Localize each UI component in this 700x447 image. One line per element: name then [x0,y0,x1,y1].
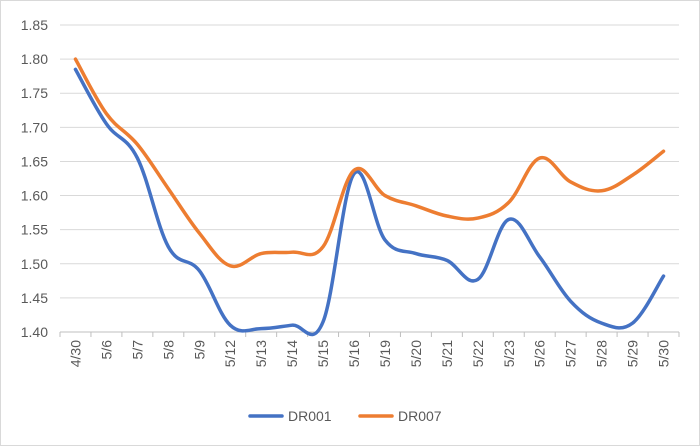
series-line-dr001 [73,67,666,337]
x-tick-label: 5/22 [470,340,486,367]
y-tick-label: 1.75 [21,85,48,101]
x-tick-label: 5/8 [160,340,176,360]
y-tick-label: 1.60 [21,188,48,204]
x-tick-label: 5/29 [625,340,641,367]
gridlines [60,24,679,299]
y-tick-label: 1.70 [21,119,48,135]
x-tick-label: 4/30 [67,340,83,367]
x-axis-ticks: 4/30 5/6 5/7 5/8 5/9 5/12 5/13 5/14 5/15 5/16 5/19… [67,340,671,367]
x-tick-label: 5/30 [656,340,672,367]
x-tick-label: 5/21 [439,340,455,367]
x-tick-label: 5/19 [377,340,393,367]
x-tick-label: 5/28 [594,340,610,367]
x-tick-label: 5/6 [98,340,114,360]
x-tick-label: 5/26 [532,340,548,367]
y-tick-label: 1.55 [21,222,48,238]
y-tick-label: 1.65 [21,153,48,169]
x-tick-label: 5/27 [563,340,579,367]
x-tick-label: 5/12 [222,340,238,367]
x-axis [59,331,680,337]
x-tick-label: 5/15 [315,340,331,367]
x-tick-label: 5/14 [284,340,300,367]
y-tick-label: 1.80 [21,51,48,67]
x-tick-label: 5/9 [191,340,207,360]
series-line-dr007 [73,57,666,269]
legend-label-dr007: DR007 [398,408,442,424]
x-tick-label: 5/7 [129,340,145,360]
y-tick-label: 1.85 [21,17,48,33]
y-axis-ticks: 1.40 1.45 1.50 1.55 1.60 1.65 1.70 1.75 1.80 1.85 [21,17,48,340]
x-tick-label: 5/13 [253,340,269,367]
y-tick-label: 1.50 [21,256,48,272]
x-tick-label: 5/23 [501,340,517,367]
legend-label-dr001: DR001 [288,408,332,424]
legend: DR001 DR007 [248,408,442,424]
x-tick-label: 5/20 [408,340,424,367]
series-lines [73,57,666,337]
y-tick-label: 1.45 [21,290,48,306]
y-tick-label: 1.40 [21,324,48,340]
x-tick-label: 5/16 [346,340,362,367]
